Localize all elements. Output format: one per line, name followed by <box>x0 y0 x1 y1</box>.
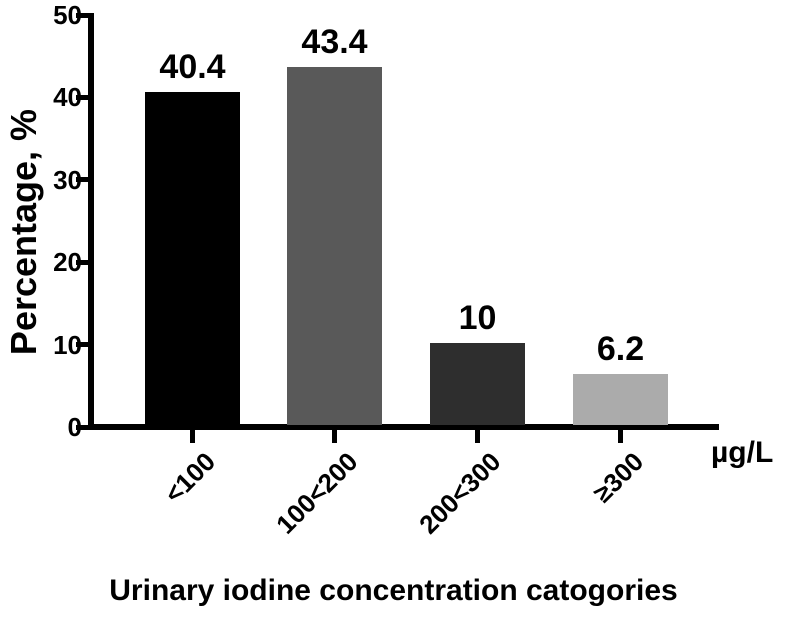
bar-value-label: 10 <box>458 298 497 337</box>
y-axis-title: Percentage, % <box>3 108 44 356</box>
x-category-label: <100 <box>158 446 222 509</box>
y-tick-mark <box>76 177 89 183</box>
y-tick-mark <box>76 12 89 18</box>
y-tick-label: 20 <box>53 247 82 278</box>
x-category-label: 100<200 <box>269 446 364 540</box>
x-axis-title: Urinary iodine concentration catogories <box>109 574 678 607</box>
y-axis-line <box>88 13 94 430</box>
y-tick-mark <box>76 342 89 348</box>
unit-label: µg/L <box>711 436 774 469</box>
x-axis-line <box>88 424 719 430</box>
y-tick-label: 0 <box>67 412 82 442</box>
bar <box>430 342 525 425</box>
bar <box>287 67 382 425</box>
bar <box>145 92 240 425</box>
y-tick-mark <box>76 424 89 430</box>
bar-value-label: 6.2 <box>596 329 645 368</box>
y-tick-label: 10 <box>53 329 82 360</box>
y-tick-mark <box>76 259 89 265</box>
x-tick-mark <box>618 430 623 443</box>
x-tick-mark <box>332 430 337 443</box>
bar-value-label: 40.4 <box>159 48 226 87</box>
x-tick-mark <box>190 430 195 443</box>
bar <box>573 373 668 425</box>
x-category-label: 200<300 <box>412 446 507 540</box>
x-tick-mark <box>475 430 480 443</box>
x-category-label: ≥300 <box>587 446 650 509</box>
y-tick-label: 50 <box>53 0 82 30</box>
y-tick-mark <box>76 94 89 100</box>
y-tick-label: 30 <box>53 164 82 195</box>
bar-value-label: 43.4 <box>301 23 368 62</box>
y-tick-label: 40 <box>53 82 82 113</box>
